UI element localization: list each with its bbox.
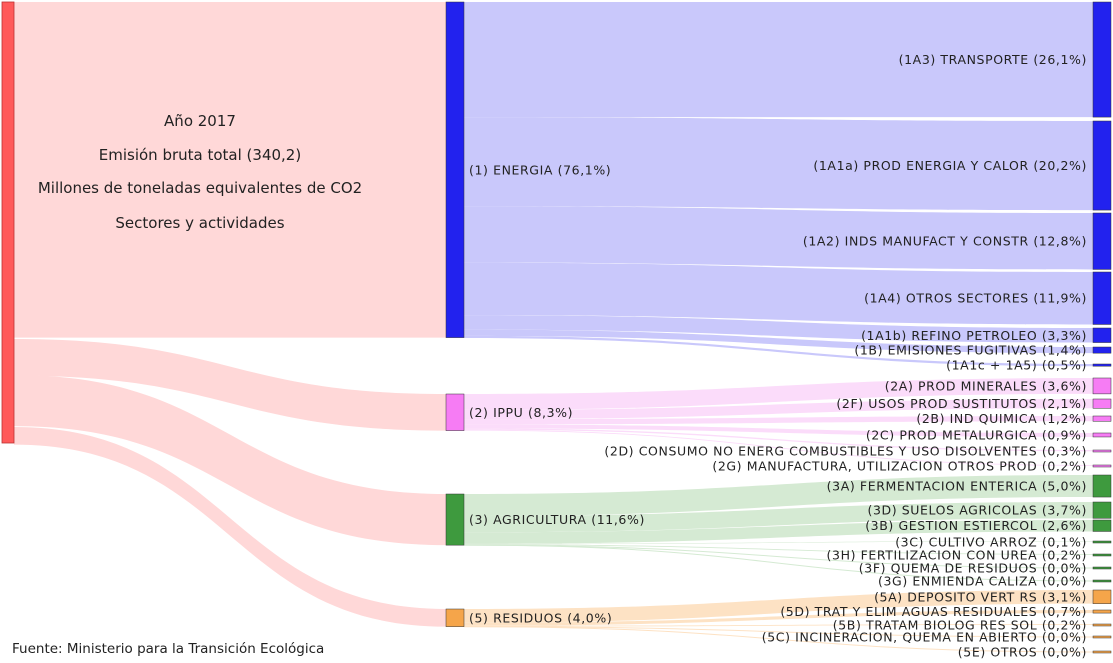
sector-label-1: (1) ENERGIA (76,1%) (469, 162, 611, 177)
activity-label-1-4: (1A4) OTROS SECTORES (11,9%) (864, 291, 1087, 306)
sector-label-3: (3) AGRICULTURA (11,6%) (469, 512, 645, 527)
activity-node-1-7 (1092, 363, 1112, 367)
flow-root-sector-3 (14, 375, 446, 546)
flow-sector-4-activity-3 (464, 624, 1093, 627)
activity-label-3-7: (3G) ENMIENDA CALIZA (0,0%) (878, 574, 1087, 589)
flow-sector-4-activity-2 (464, 610, 1093, 626)
activity-node-3-5 (1092, 553, 1112, 557)
activity-label-1-3: (1A2) INDS MANUFACT Y CONSTR (12,8%) (803, 234, 1087, 249)
sector-label-2: (2) IPPU (8,3%) (469, 405, 573, 420)
activity-label-2-3: (2B) IND QUIMICA (1,2%) (916, 411, 1087, 426)
activity-node-3-3 (1092, 519, 1112, 532)
flow-root-sector-2 (14, 339, 446, 431)
activity-label-4-4: (5C) INCINERACION, QUEMA EN ABIERTO (0,0… (762, 630, 1087, 645)
activity-label-4-1: (5A) DEPOSITO VERT RS (3,1%) (874, 589, 1087, 604)
activity-node-3-1 (1092, 474, 1112, 498)
activity-label-3-5: (3H) FERTILIZACION CON UREA (0,2%) (827, 548, 1087, 563)
activity-node-4-5 (1092, 650, 1112, 654)
flow-root-sector-1 (14, 2, 446, 338)
activity-label-4-2: (5D) TRAT Y ELIM AGUAS RESIDUALES (0,7%) (780, 604, 1087, 619)
activity-node-2-6 (1092, 464, 1112, 468)
flow-sector-1-activity-1 (464, 2, 1093, 118)
info-subtitle: Sectores y actividades (115, 214, 285, 232)
activity-node-1-5 (1092, 327, 1112, 343)
activity-label-3-2: (3D) SUELOS AGRICOLAS (3,7%) (867, 503, 1087, 518)
activity-label-1-5: (1A1b) REFINO PETROLEO (3,3%) (861, 328, 1087, 343)
flow-sector-4-activity-1 (464, 590, 1093, 623)
flow-sector-4-activity-4 (463, 626, 1094, 638)
activity-node-1-3 (1092, 212, 1112, 270)
sector-node-4 (445, 608, 465, 627)
activity-label-1-1: (1A3) TRANSPORTE (26,1%) (899, 52, 1087, 67)
flow-sector-2-activity-4 (464, 424, 1093, 437)
flow-sector-3-activity-3 (464, 520, 1093, 544)
flow-sector-3-activity-2 (464, 502, 1093, 533)
flow-root-sector-4 (14, 427, 446, 627)
sector-to-activity-flows (463, 2, 1094, 653)
activity-node-2-5 (1092, 449, 1112, 453)
activity-node-1-2 (1092, 120, 1112, 211)
flow-sector-3-activity-4 (464, 541, 1093, 545)
info-total: Emisión bruta total (340,2) (98, 146, 302, 164)
flow-sector-3-activity-1 (464, 475, 1093, 517)
source-note: Fuente: Ministerio para la Transición Ec… (12, 641, 325, 657)
sankey-labels: (1) ENERGIA (76,1%) (1A3) TRANSPORTE (26,… (469, 52, 1087, 660)
activity-label-2-1: (2A) PROD MINERALES (3,6%) (885, 378, 1087, 393)
activity-node-2-4 (1092, 432, 1112, 438)
flow-sector-3-activity-7 (463, 544, 1094, 582)
activity-node-2-1 (1092, 377, 1112, 395)
activity-node-3-6 (1092, 566, 1112, 570)
activity-label-2-4: (2C) PROD METALURGICA (0,9%) (866, 427, 1087, 442)
activity-node-3-7 (1092, 579, 1112, 583)
flow-sector-2-activity-1 (464, 378, 1093, 410)
info-year: Año 2017 (164, 112, 236, 130)
activity-node-2-2 (1092, 398, 1112, 409)
flow-sector-3-activity-6 (463, 544, 1094, 569)
activity-label-4-3: (5B) TRATAM BIOLOG RES SOL (0,2%) (833, 618, 1087, 633)
sector-label-4: (5) RESIDUOS (4,0%) (469, 610, 612, 625)
activity-node-4-4 (1092, 635, 1112, 639)
flow-sector-3-activity-5 (464, 544, 1093, 555)
sector-node-2 (445, 393, 465, 431)
activity-node-4-3 (1092, 623, 1112, 627)
activity-label-3-3: (3B) GESTION ESTIERCOL (2,6%) (865, 518, 1087, 533)
activity-label-1-2: (1A1a) PROD ENERGIA Y CALOR (20,2%) (813, 158, 1087, 173)
activity-node-4-2 (1092, 609, 1112, 614)
activity-node-3-4 (1092, 540, 1112, 544)
sector-node-1 (445, 1, 465, 338)
flow-sector-2-activity-2 (464, 399, 1093, 420)
flow-sector-4-activity-5 (463, 626, 1094, 653)
activity-node-1-4 (1092, 271, 1112, 325)
activity-label-4-5: (5E) OTROS (0,0%) (958, 645, 1087, 660)
activity-node-3-2 (1092, 501, 1112, 519)
flow-sector-1-activity-4 (464, 262, 1093, 325)
flow-sector-1-activity-6 (464, 329, 1093, 354)
info-units: Millones de toneladas equivalentes de CO… (37, 179, 363, 197)
activity-label-3-6: (3F) QUEMA DE RESIDUOS (0,0%) (859, 561, 1087, 576)
root-to-sector-flows (14, 2, 446, 627)
flow-sector-1-activity-5 (464, 315, 1093, 343)
flow-sector-1-activity-2 (464, 117, 1093, 211)
root-node (1, 1, 15, 444)
activity-label-3-1: (3A) FERMENTACION ENTERICA (5,0%) (827, 479, 1087, 494)
activity-label-2-6: (2G) MANUFACTURA, UTILIZACION OTROS PROD… (712, 459, 1087, 474)
flow-sector-2-activity-6 (464, 429, 1093, 466)
activity-node-4-1 (1092, 589, 1112, 604)
activity-label-3-4: (3C) CULTIVO ARROZ (0,1%) (895, 535, 1087, 550)
activity-label-1-7: (1A1c + 1A5) (0,5%) (946, 358, 1087, 373)
activity-label-2-2: (2F) USOS PROD SUSTITUTOS (2,1%) (836, 396, 1087, 411)
activity-node-2-3 (1092, 415, 1112, 422)
activity-label-1-6: (1B) EMISIONES FUGITIVAS (1,4%) (854, 343, 1087, 358)
flow-sector-2-activity-3 (464, 416, 1093, 425)
activity-node-1-1 (1092, 1, 1112, 118)
flow-sector-1-activity-3 (464, 206, 1093, 270)
activity-label-2-5: (2D) CONSUMO NO ENERG COMBUSTIBLES Y USO… (604, 444, 1087, 459)
flow-sector-1-activity-7 (464, 335, 1093, 367)
activity-node-1-6 (1092, 346, 1112, 354)
sector-node-3 (445, 493, 465, 546)
flow-sector-2-activity-5 (464, 428, 1093, 452)
